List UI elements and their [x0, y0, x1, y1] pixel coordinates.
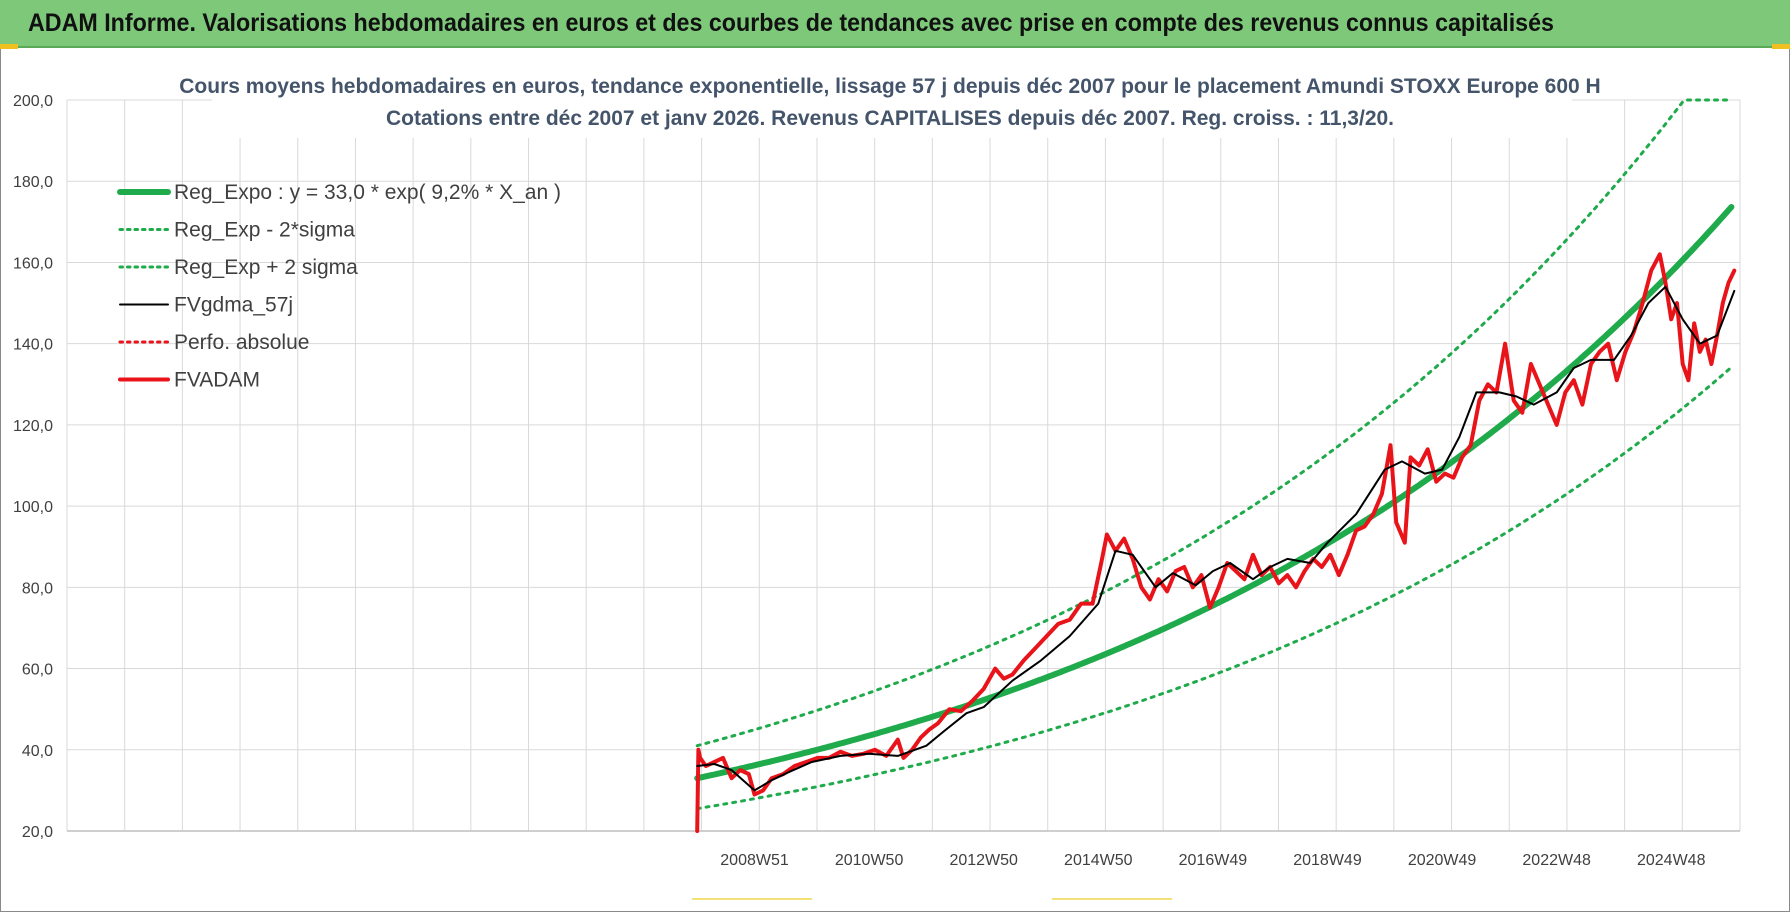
y-axis-ticks: 20,0 40,0 60,0 80,0 100,0 120,0 140,0 160,0 180,…	[13, 93, 53, 841]
y-tick-label: 80,0	[22, 580, 53, 597]
series-line-0	[694, 204, 1735, 782]
y-tick-label: 40,0	[22, 743, 53, 760]
series-line-3	[696, 285, 1736, 792]
report-banner: ADAM Informe. Valorisations hebdomadaire…	[0, 0, 1790, 48]
y-tick-label: 140,0	[13, 337, 53, 354]
x-tick-label: 2018W49	[1293, 852, 1362, 869]
legend: Reg_Expo : y = 33,0 * exp( 9,2% * X_an )…	[117, 181, 561, 392]
y-tick-label: 160,0	[13, 255, 53, 272]
legend-label: Perfo. absolue	[174, 331, 309, 354]
y-tick-label: 100,0	[13, 499, 53, 516]
report-title: ADAM Informe. Valorisations hebdomadaire…	[28, 9, 1554, 37]
legend-label: Reg_Exp - 2*sigma	[174, 219, 355, 242]
series-line-5	[695, 252, 1737, 833]
x-tick-label: 2024W48	[1637, 852, 1706, 869]
corner-marker-right	[1772, 44, 1790, 49]
series-layer	[694, 98, 1737, 833]
legend-label: Reg_Exp + 2 sigma	[174, 256, 358, 279]
decorative-underline	[1052, 898, 1172, 900]
x-tick-label: 2014W50	[1064, 852, 1133, 869]
x-tick-label: 2022W48	[1522, 852, 1591, 869]
legend-label: FVgdma_57j	[174, 294, 293, 317]
y-tick-label: 20,0	[22, 824, 53, 841]
legend-label: FVADAM	[174, 369, 260, 392]
corner-marker-left	[0, 44, 18, 49]
legend-label: Reg_Expo : y = 33,0 * exp( 9,2% * X_an )	[174, 181, 561, 204]
x-tick-label: 2010W50	[835, 852, 904, 869]
y-tick-label: 200,0	[13, 93, 53, 110]
x-tick-label: 2020W49	[1408, 852, 1477, 869]
chart-title: Cours moyens hebdomadaires en euros, ten…	[179, 68, 1601, 138]
decorative-underline	[692, 898, 812, 900]
chart-title-line-1: Cours moyens hebdomadaires en euros, ten…	[179, 75, 1600, 98]
y-tick-label: 180,0	[13, 174, 53, 191]
chart-title-line-2: Cotations entre déc 2007 et janv 2026. R…	[386, 107, 1394, 130]
grid	[66, 99, 1741, 832]
x-tick-label: 2008W51	[720, 852, 789, 869]
x-tick-label: 2016W49	[1179, 852, 1248, 869]
x-axis-ticks: 2008W51 2010W50 2012W50 2014W50 2016W49 2018W…	[720, 852, 1705, 869]
y-tick-label: 60,0	[22, 662, 53, 679]
series-line-2	[695, 98, 1733, 748]
x-tick-label: 2012W50	[949, 852, 1018, 869]
y-tick-label: 120,0	[13, 418, 53, 435]
series-line-1	[695, 365, 1733, 811]
